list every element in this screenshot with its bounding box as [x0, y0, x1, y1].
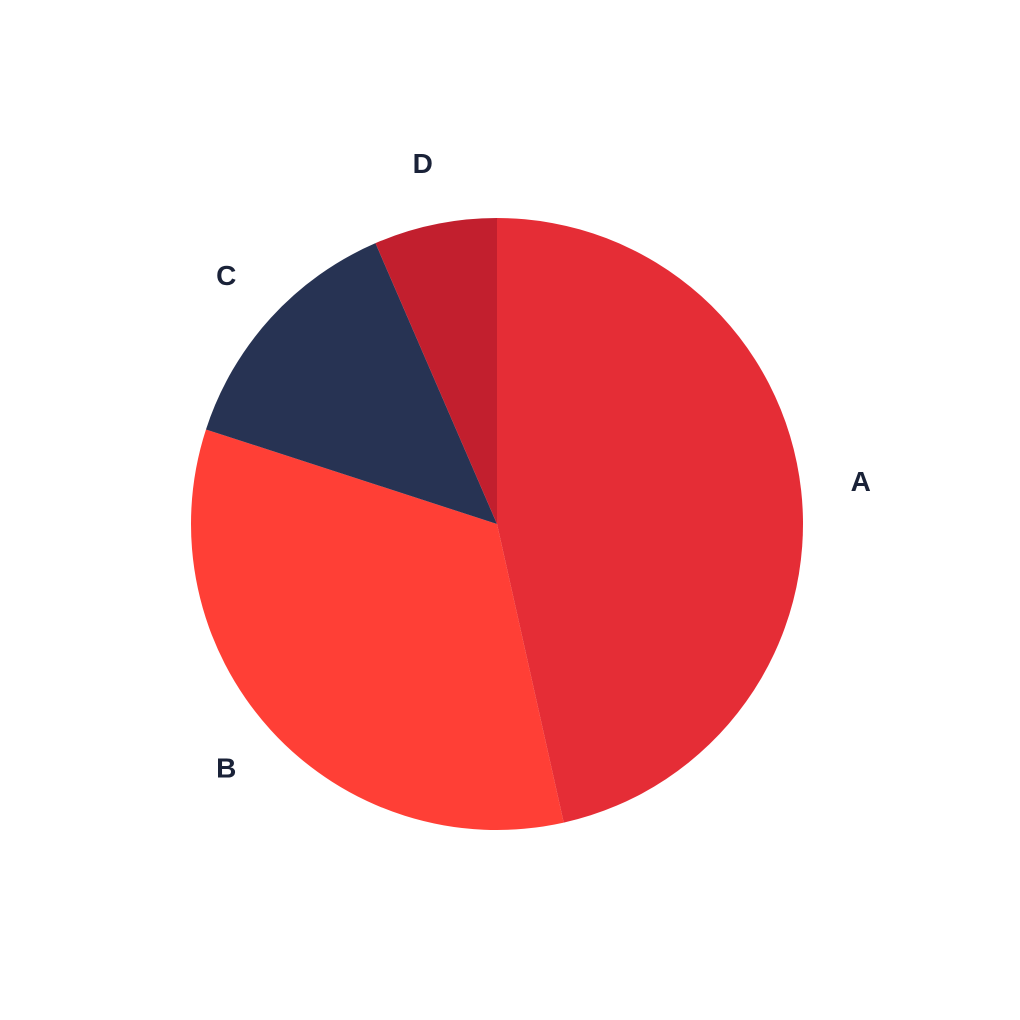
pie-label-d: D: [413, 148, 433, 179]
pie-slices: [190, 218, 804, 831]
pie-slice-d: [375, 218, 497, 524]
pie-label-b: B: [216, 753, 236, 784]
pie-label-c: C: [216, 260, 236, 291]
pie-labels: A B C D: [216, 148, 871, 784]
pie-slice-a: [497, 218, 804, 823]
pie-slice-b: [190, 429, 564, 831]
pie-slice-c: [205, 243, 498, 524]
pie-label-a: A: [851, 466, 871, 497]
